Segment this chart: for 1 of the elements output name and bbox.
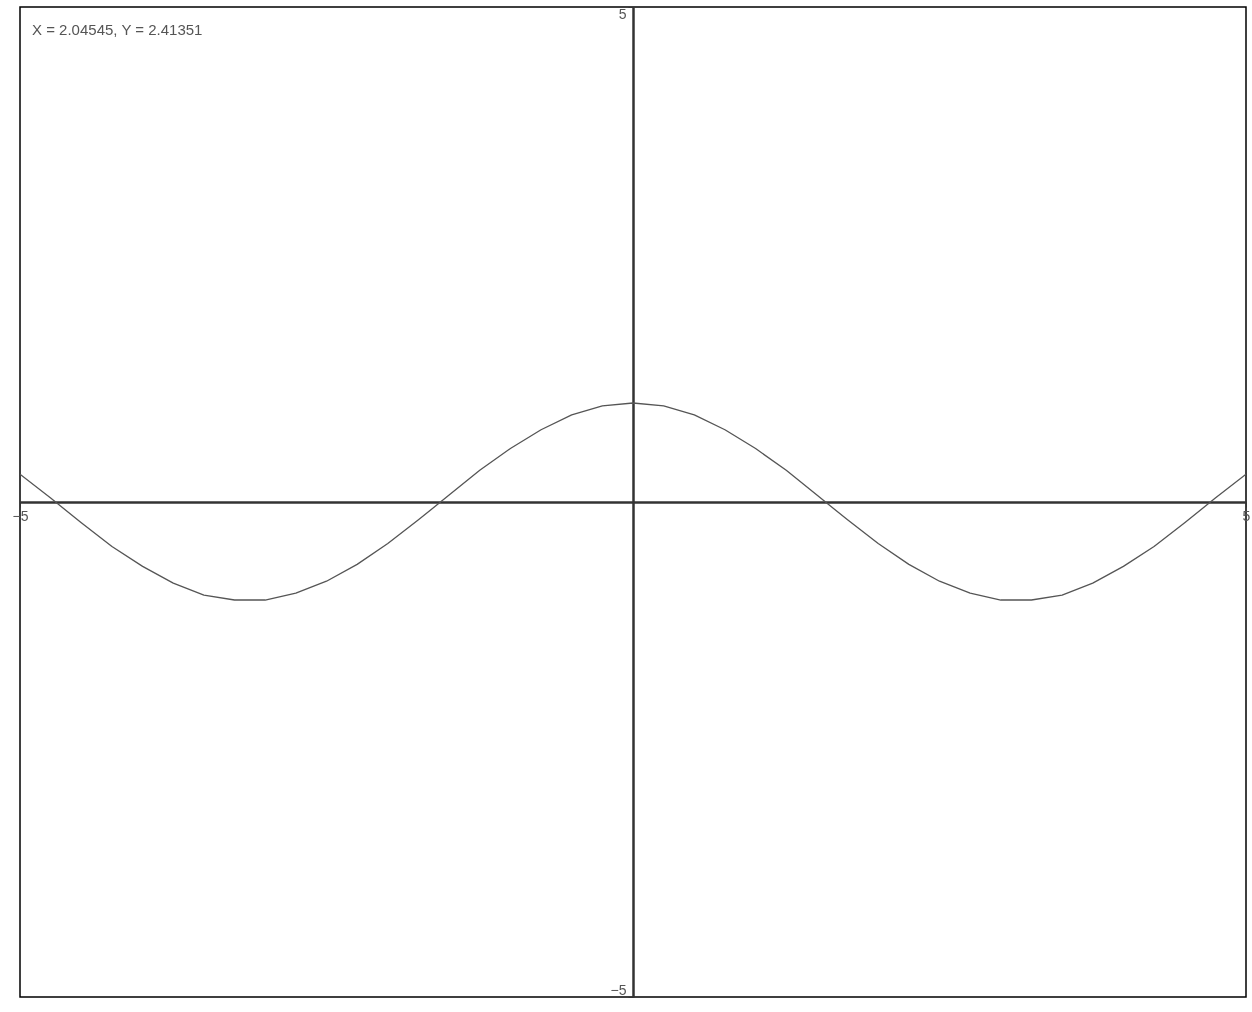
annotation: X = 2.04545, Y = 2.41351: [32, 21, 203, 38]
